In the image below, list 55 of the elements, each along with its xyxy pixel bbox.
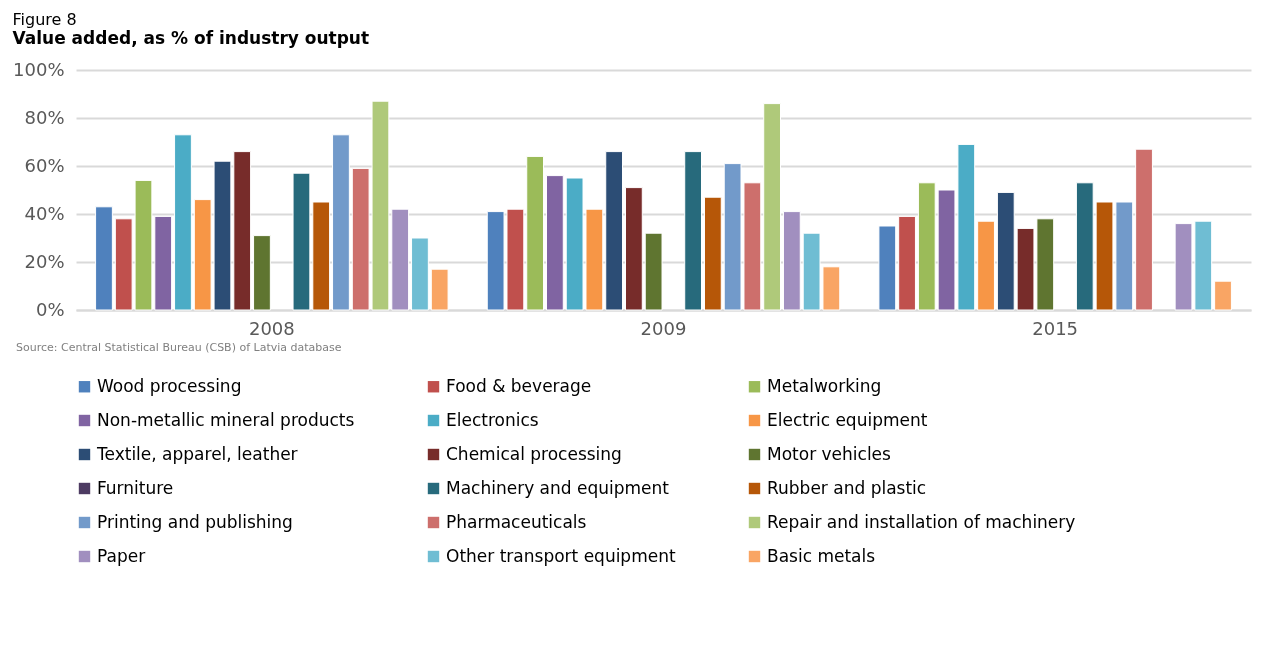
bar bbox=[878, 225, 897, 311]
bar bbox=[430, 268, 449, 311]
bar bbox=[1135, 148, 1153, 311]
y-tick-label: 40% bbox=[24, 202, 65, 224]
y-tick-label: 20% bbox=[24, 250, 65, 272]
legend-label: Chemical processing bbox=[446, 443, 622, 464]
y-tick-label: 80% bbox=[24, 106, 65, 128]
legend-label: Electric equipment bbox=[767, 409, 928, 430]
legend-label: Food & beverage bbox=[446, 375, 592, 396]
legend-label: Wood processing bbox=[97, 375, 242, 396]
y-tick-label: 0% bbox=[35, 298, 65, 320]
bar bbox=[917, 182, 936, 311]
bar bbox=[763, 103, 782, 311]
x-tick-label: 2009 bbox=[640, 317, 687, 339]
chart-title: Figure 8 bbox=[12, 10, 77, 29]
bar bbox=[292, 172, 311, 311]
bar bbox=[684, 151, 703, 311]
bar bbox=[253, 235, 271, 311]
legend-label: Metalworking bbox=[767, 375, 882, 396]
legend-label: Printing and publishing bbox=[97, 511, 293, 532]
bar bbox=[898, 215, 916, 311]
bar bbox=[312, 201, 331, 311]
y-tick-label: 100% bbox=[13, 58, 65, 80]
legend-label: Pharmaceuticals bbox=[446, 511, 587, 532]
bar bbox=[996, 191, 1015, 311]
bar bbox=[95, 206, 113, 311]
legend-label: Paper bbox=[97, 545, 146, 566]
bar bbox=[411, 237, 429, 311]
legend-label: Non-metallic mineral products bbox=[97, 409, 355, 430]
source-note: Source: Central Statistical Bureau (CSB) of Latvia database bbox=[16, 341, 342, 354]
legend-label: Other transport equipment bbox=[446, 545, 676, 566]
legend-label: Textile, apparel, leather bbox=[96, 443, 298, 464]
bar bbox=[624, 187, 643, 311]
bar bbox=[526, 155, 545, 311]
legend-label: Furniture bbox=[97, 477, 174, 498]
x-tick-label: 2015 bbox=[1032, 317, 1079, 339]
bar bbox=[782, 211, 801, 311]
legend-label: Machinery and equipment bbox=[446, 477, 670, 498]
legend-label: Motor vehicles bbox=[767, 443, 892, 464]
bar bbox=[545, 175, 564, 311]
bar bbox=[1214, 280, 1232, 311]
bar bbox=[703, 196, 722, 311]
legend-label: Rubber and plastic bbox=[767, 477, 927, 498]
x-tick-label: 2008 bbox=[248, 317, 295, 339]
bar bbox=[977, 220, 995, 311]
legend-label: Repair and installation of machinery bbox=[767, 511, 1076, 532]
chart-subtitle: Value added, as % of industry output bbox=[12, 28, 370, 48]
y-tick-label: 60% bbox=[24, 154, 65, 176]
bar bbox=[391, 208, 410, 311]
bar bbox=[644, 232, 663, 311]
bar bbox=[605, 151, 624, 311]
bar bbox=[332, 134, 350, 311]
legend-label: Electronics bbox=[446, 409, 539, 430]
legend-label: Basic metals bbox=[767, 545, 876, 566]
bar bbox=[174, 134, 192, 311]
